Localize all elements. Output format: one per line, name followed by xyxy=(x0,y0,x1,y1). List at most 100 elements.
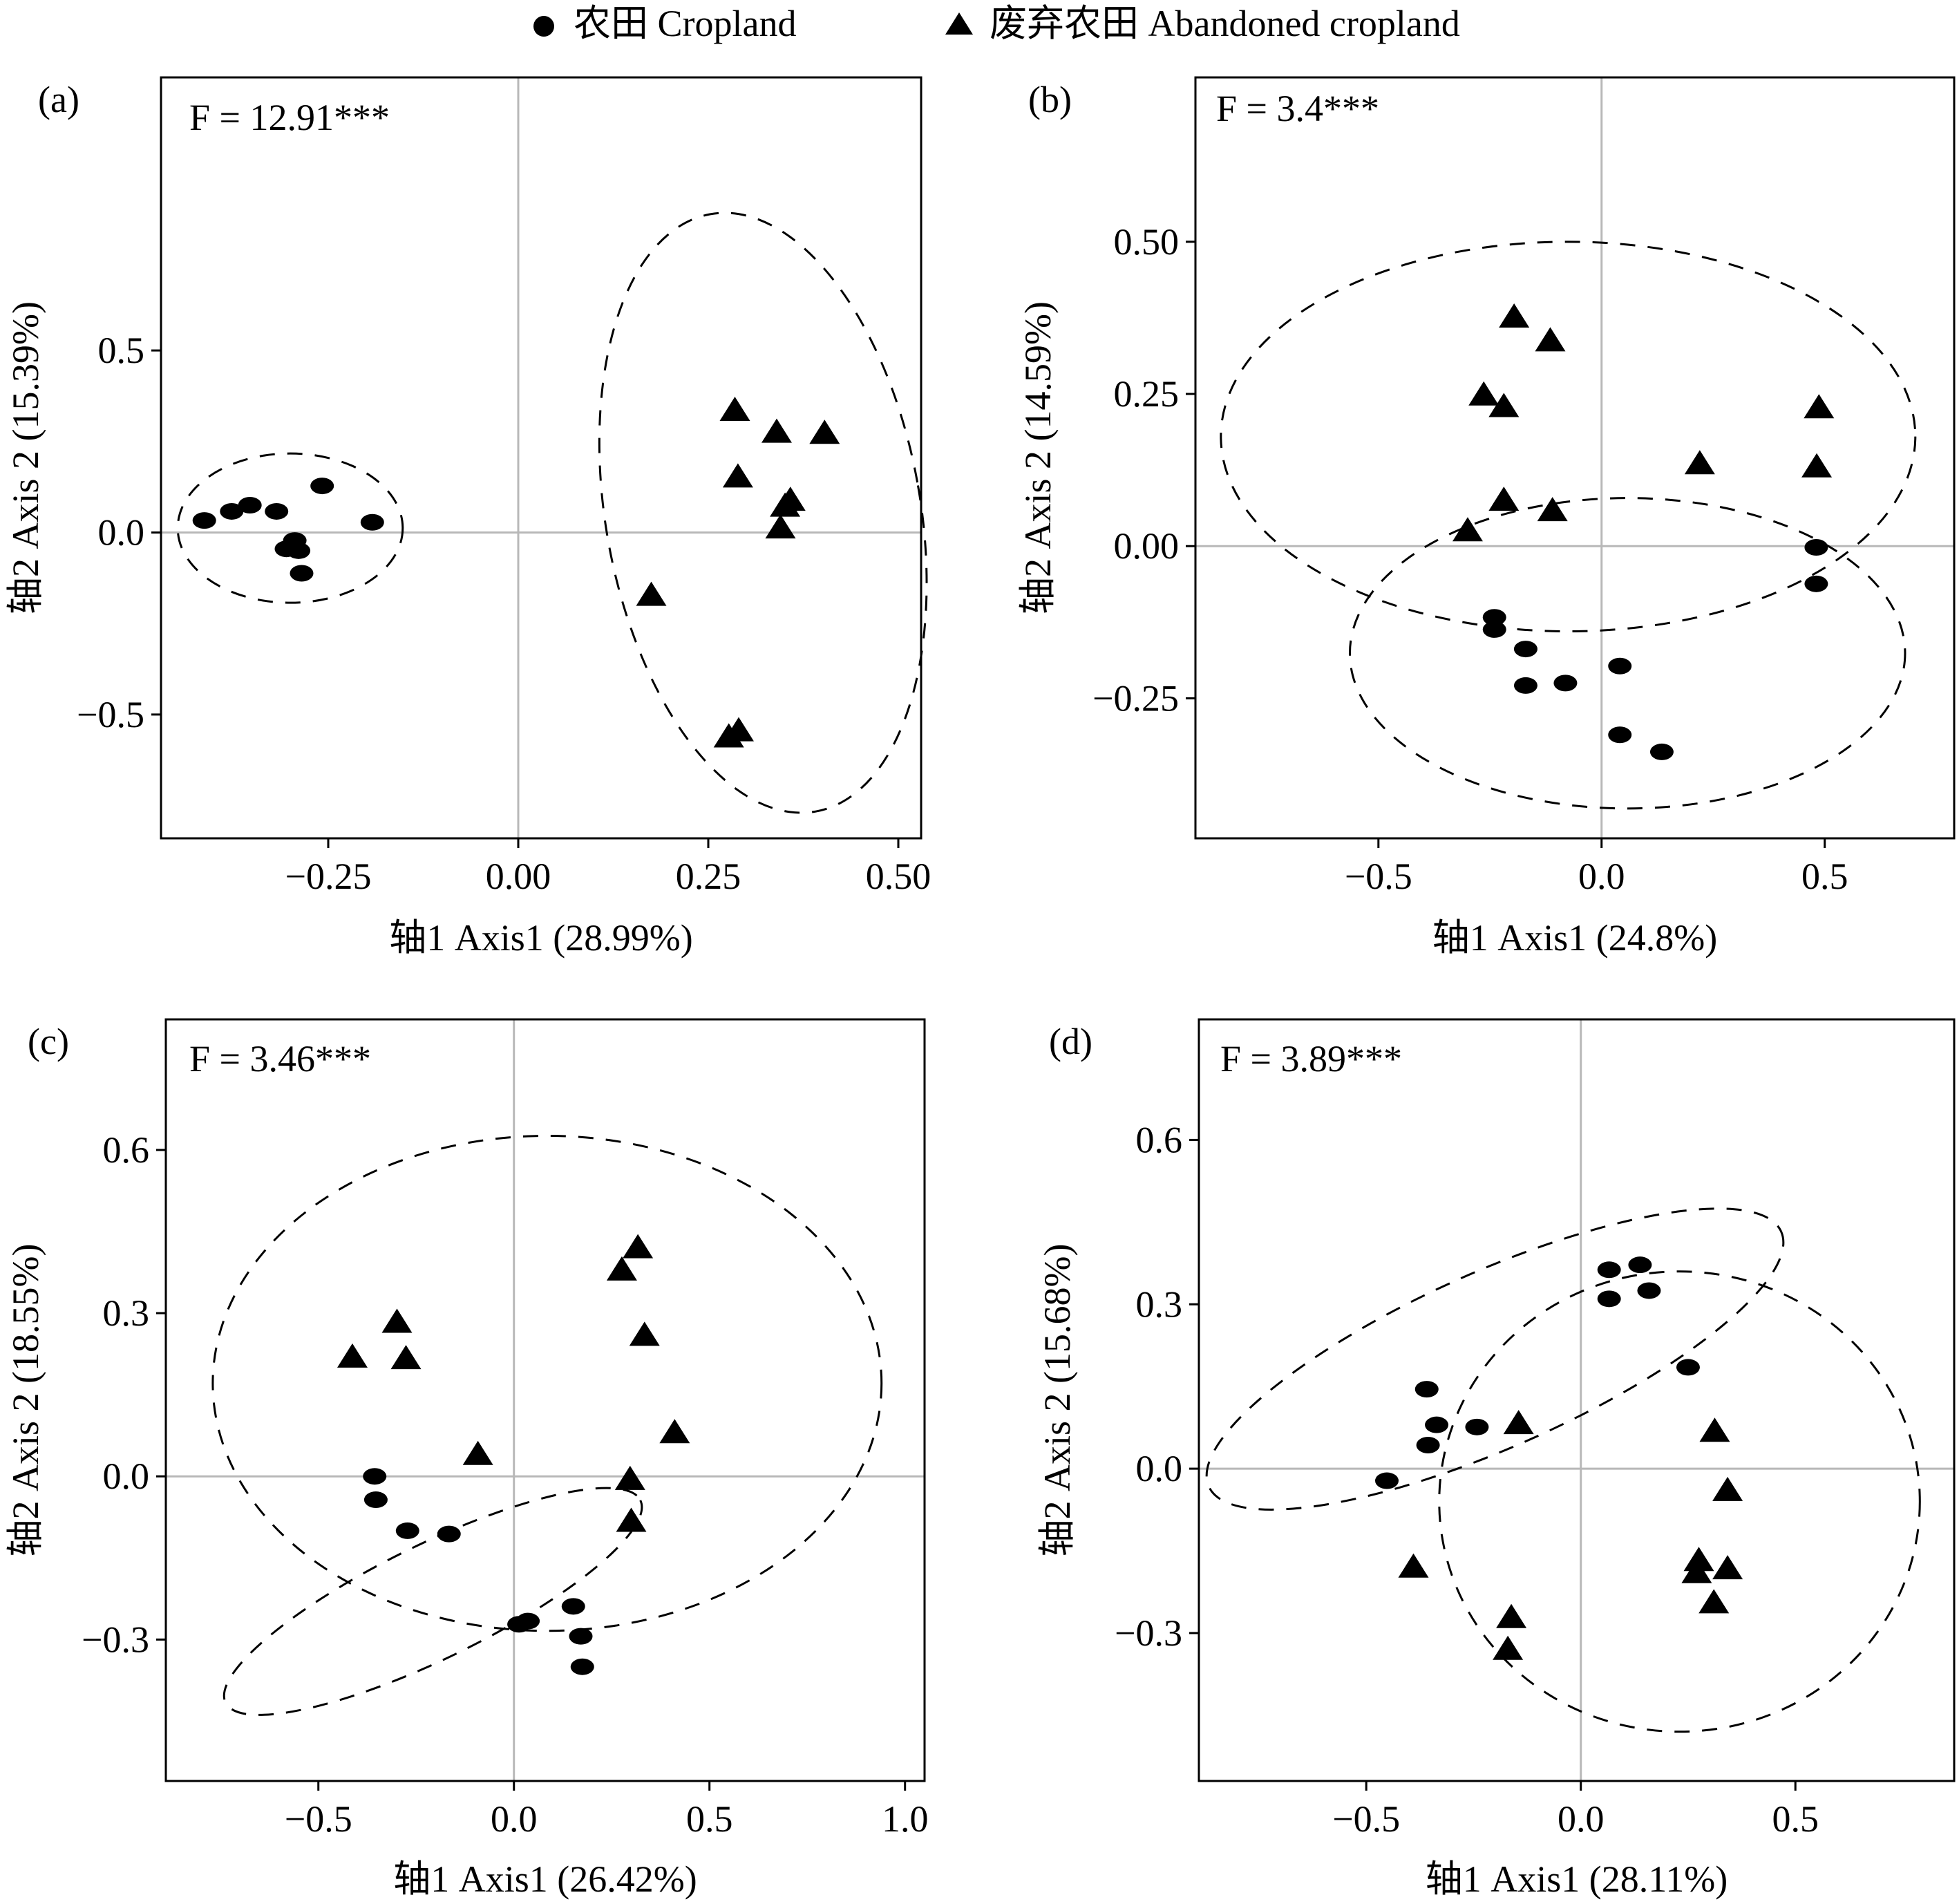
f-statistic: F = 3.4*** xyxy=(1216,88,1379,129)
confidence-ellipse-2 xyxy=(1348,497,1906,810)
abandoned-cropland-point xyxy=(1488,487,1520,511)
cropland-point xyxy=(1804,575,1828,592)
legend: 农田 Cropland 废弃农田 Abandoned cropland xyxy=(533,3,1460,44)
abandoned-cropland-point xyxy=(809,420,840,444)
abandoned-cropland-point xyxy=(659,1419,690,1444)
y-tick-label: 0.25 xyxy=(1114,373,1180,415)
f-statistic: F = 3.46*** xyxy=(189,1038,371,1080)
cropland-point xyxy=(1637,1282,1661,1299)
x-axis-title: 轴1 Axis1 (28.11%) xyxy=(1426,1858,1728,1900)
abandoned-cropland-point xyxy=(1681,1558,1712,1583)
panel-label: (c) xyxy=(28,1021,69,1062)
panel-label: (d) xyxy=(1049,1021,1092,1062)
abandoned-cropland-point xyxy=(1452,517,1483,542)
abandoned-cropland-point xyxy=(1499,303,1530,328)
cropland-point xyxy=(238,496,262,513)
abandoned-cropland-point xyxy=(1699,1417,1730,1442)
cropland-point xyxy=(1482,621,1506,638)
x-tick-label: 0.00 xyxy=(486,856,551,897)
abandoned-cropland-point xyxy=(337,1343,368,1368)
panel-b: (b) F = 3.4*** −0.5 0.0 0.5 −0.25 0.00 0.25 0.… xyxy=(1017,76,1956,959)
x-tick-label: −0.25 xyxy=(285,856,372,897)
abandoned-cropland-point xyxy=(1801,453,1833,478)
abandoned-cropland-point xyxy=(1683,1547,1714,1572)
cropland-point xyxy=(569,1628,593,1645)
cropland-point xyxy=(1425,1416,1449,1433)
y-tick-label: 0.0 xyxy=(103,1455,150,1497)
plot-frame xyxy=(160,76,922,840)
legend-abandoned-label: 废弃农田 Abandoned cropland xyxy=(990,3,1460,44)
cropland-point xyxy=(363,1491,388,1509)
f-statistic: F = 12.91*** xyxy=(189,97,390,138)
abandoned-cropland-point xyxy=(761,418,792,443)
cropland-point xyxy=(1608,726,1632,744)
abandoned-cropland-point xyxy=(623,1234,654,1259)
abandoned-cropland-point xyxy=(1493,1635,1524,1660)
cropland-point xyxy=(363,1468,387,1485)
x-tick-label: −0.5 xyxy=(1345,856,1412,897)
abandoned-cropland-point xyxy=(636,581,667,606)
cropland-point xyxy=(1649,743,1674,760)
cropland-point xyxy=(1375,1472,1399,1489)
abandoned-cropland-point xyxy=(1698,1589,1730,1614)
cropland-point xyxy=(360,513,384,531)
cropland-point xyxy=(192,512,216,529)
x-tick-label: −0.5 xyxy=(1332,1798,1400,1840)
abandoned-cropland-point xyxy=(1468,381,1499,406)
cropland-point xyxy=(1553,675,1578,692)
abandoned-cropland-point xyxy=(614,1465,645,1490)
y-axis-title: 轴2 Axis 2 (15.68%) xyxy=(1037,1244,1078,1557)
abandoned-cropland-point xyxy=(1684,450,1715,475)
y-tick-label: −0.3 xyxy=(82,1619,149,1660)
cropland-point xyxy=(1482,609,1506,626)
plot-frame xyxy=(1198,1018,1956,1782)
y-tick-label: −0.25 xyxy=(1092,677,1179,719)
abandoned-cropland-point xyxy=(1535,327,1566,352)
cropland-point xyxy=(1608,657,1632,675)
confidence-ellipse-2 xyxy=(223,1487,643,1716)
cropland-point xyxy=(561,1598,585,1615)
cropland-point xyxy=(287,542,311,559)
cropland-point xyxy=(310,478,334,495)
abandoned-cropland-point xyxy=(1537,497,1568,522)
abandoned-cropland-point xyxy=(765,514,796,539)
cropland-point xyxy=(395,1522,419,1539)
x-tick-label: 0.5 xyxy=(686,1798,733,1840)
legend-cropland-marker xyxy=(533,16,554,37)
x-axis-title: 轴1 Axis1 (28.99%) xyxy=(389,917,692,959)
x-tick-label: 1.0 xyxy=(882,1798,929,1840)
abandoned-cropland-point xyxy=(616,1507,647,1532)
abandoned-cropland-point xyxy=(770,492,801,517)
y-tick-label: 0.5 xyxy=(98,330,145,371)
y-axis-title: 轴2 Axis 2 (18.55%) xyxy=(5,1244,46,1557)
cropland-point xyxy=(1414,1381,1439,1398)
panel-d: (d) F = 3.89*** −0.5 0.0 0.5 −0.3 0.0 0.3 0.6 轴… xyxy=(1037,1018,1956,1900)
confidence-ellipse-2 xyxy=(598,211,928,814)
abandoned-cropland-point xyxy=(722,463,753,488)
legend-abandoned-marker xyxy=(945,12,973,35)
y-tick-label: 0.3 xyxy=(103,1292,150,1334)
x-tick-label: 0.5 xyxy=(1772,1798,1819,1840)
cropland-point xyxy=(1628,1256,1652,1274)
abandoned-cropland-point xyxy=(462,1440,493,1465)
abandoned-cropland-point xyxy=(1712,1555,1743,1580)
abandoned-cropland-point xyxy=(381,1308,413,1333)
x-tick-label: 0.5 xyxy=(1801,856,1848,897)
plot-frame xyxy=(164,1018,926,1782)
abandoned-cropland-point xyxy=(390,1345,422,1370)
cropland-point xyxy=(1513,677,1537,694)
panel-label: (a) xyxy=(38,79,79,120)
x-tick-label: 0.0 xyxy=(491,1798,538,1840)
y-tick-label: 0.50 xyxy=(1114,221,1180,263)
confidence-ellipse-1 xyxy=(176,452,404,604)
y-tick-label: 0.0 xyxy=(98,511,145,553)
y-tick-label: 0.6 xyxy=(103,1129,150,1171)
cropland-point xyxy=(290,565,314,582)
panel-c: (c) F = 3.46*** −0.5 0.0 0.5 1.0 −0.3 0.0 0.3 0… xyxy=(5,1018,929,1900)
f-statistic: F = 3.89*** xyxy=(1220,1038,1402,1080)
abandoned-cropland-point xyxy=(1488,393,1520,417)
abandoned-cropland-point xyxy=(1804,394,1835,419)
plot-frame xyxy=(1194,76,1956,840)
cropland-point xyxy=(1597,1261,1621,1279)
